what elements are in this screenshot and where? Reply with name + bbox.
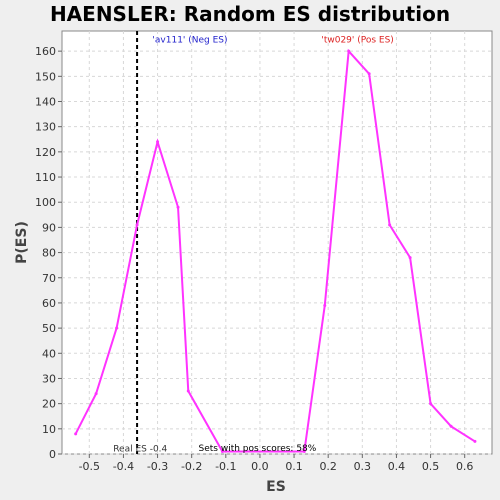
x-tick-label: -0.4 bbox=[113, 460, 134, 473]
ticks: 0 10 20 30 40 50 60 70 80 90 100 110 120 130 140 150 160… bbox=[35, 45, 473, 473]
data-point bbox=[156, 140, 160, 144]
y-tick-label: 30 bbox=[42, 372, 56, 385]
data-point bbox=[74, 432, 78, 436]
annotations: 'av111' (Neg ES) 'tw029' (Pos ES) Real ES … bbox=[113, 36, 394, 455]
y-axis-label: P(ES) bbox=[14, 221, 30, 264]
x-tick-label: 0.1 bbox=[285, 460, 303, 473]
y-tick-label: 20 bbox=[42, 398, 56, 411]
data-point bbox=[323, 303, 327, 307]
y-tick-label: 10 bbox=[42, 423, 56, 436]
data-point bbox=[176, 205, 180, 209]
x-tick-label: -0.5 bbox=[79, 460, 100, 473]
y-tick-label: 90 bbox=[42, 221, 56, 234]
x-tick-label: 0.0 bbox=[251, 460, 269, 473]
data-point bbox=[473, 439, 477, 443]
x-tick-label: -0.2 bbox=[181, 460, 202, 473]
y-tick-label: 40 bbox=[42, 347, 56, 360]
y-tick-label: 0 bbox=[49, 448, 56, 461]
y-tick-label: 120 bbox=[35, 146, 56, 159]
chart-annotation: Sets with pos scores: 58% bbox=[199, 444, 317, 454]
y-tick-label: 70 bbox=[42, 272, 56, 285]
data-point bbox=[367, 72, 371, 76]
y-tick-label: 110 bbox=[35, 171, 56, 184]
y-tick-label: 140 bbox=[35, 96, 56, 109]
data-point bbox=[115, 326, 119, 330]
data-point bbox=[94, 392, 98, 396]
x-axis-label: ES bbox=[266, 479, 286, 495]
data-point bbox=[347, 49, 351, 53]
x-tick-label: 0.3 bbox=[354, 460, 372, 473]
chart-annotation: 'av111' (Neg ES) bbox=[152, 36, 227, 46]
x-tick-label: 0.5 bbox=[422, 460, 440, 473]
data-point bbox=[408, 256, 412, 260]
y-tick-label: 100 bbox=[35, 196, 56, 209]
data-point bbox=[135, 223, 139, 227]
chart-annotation: 'tw029' (Pos ES) bbox=[321, 36, 393, 46]
x-tick-label: -0.3 bbox=[147, 460, 168, 473]
data-point bbox=[186, 389, 190, 393]
grid bbox=[62, 31, 492, 455]
x-tick-label: 0.6 bbox=[456, 460, 474, 473]
y-tick-label: 150 bbox=[35, 70, 56, 83]
data-point bbox=[302, 449, 306, 453]
x-tick-label: 0.2 bbox=[319, 460, 337, 473]
y-tick-label: 160 bbox=[35, 45, 56, 58]
data-point bbox=[429, 402, 433, 406]
chart-annotation: Real ES -0.4 bbox=[113, 445, 167, 455]
series bbox=[74, 48, 477, 453]
y-tick-label: 80 bbox=[42, 247, 56, 260]
chart-title: HAENSLER: Random ES distribution bbox=[50, 2, 450, 26]
y-tick-label: 130 bbox=[35, 121, 56, 134]
y-tick-label: 60 bbox=[42, 297, 56, 310]
data-point bbox=[388, 223, 392, 227]
data-point bbox=[220, 449, 224, 453]
x-tick-label: -0.1 bbox=[215, 460, 236, 473]
data-point bbox=[449, 424, 453, 428]
y-tick-label: 50 bbox=[42, 322, 56, 335]
plot-area bbox=[61, 30, 493, 455]
x-tick-label: 0.4 bbox=[388, 460, 406, 473]
